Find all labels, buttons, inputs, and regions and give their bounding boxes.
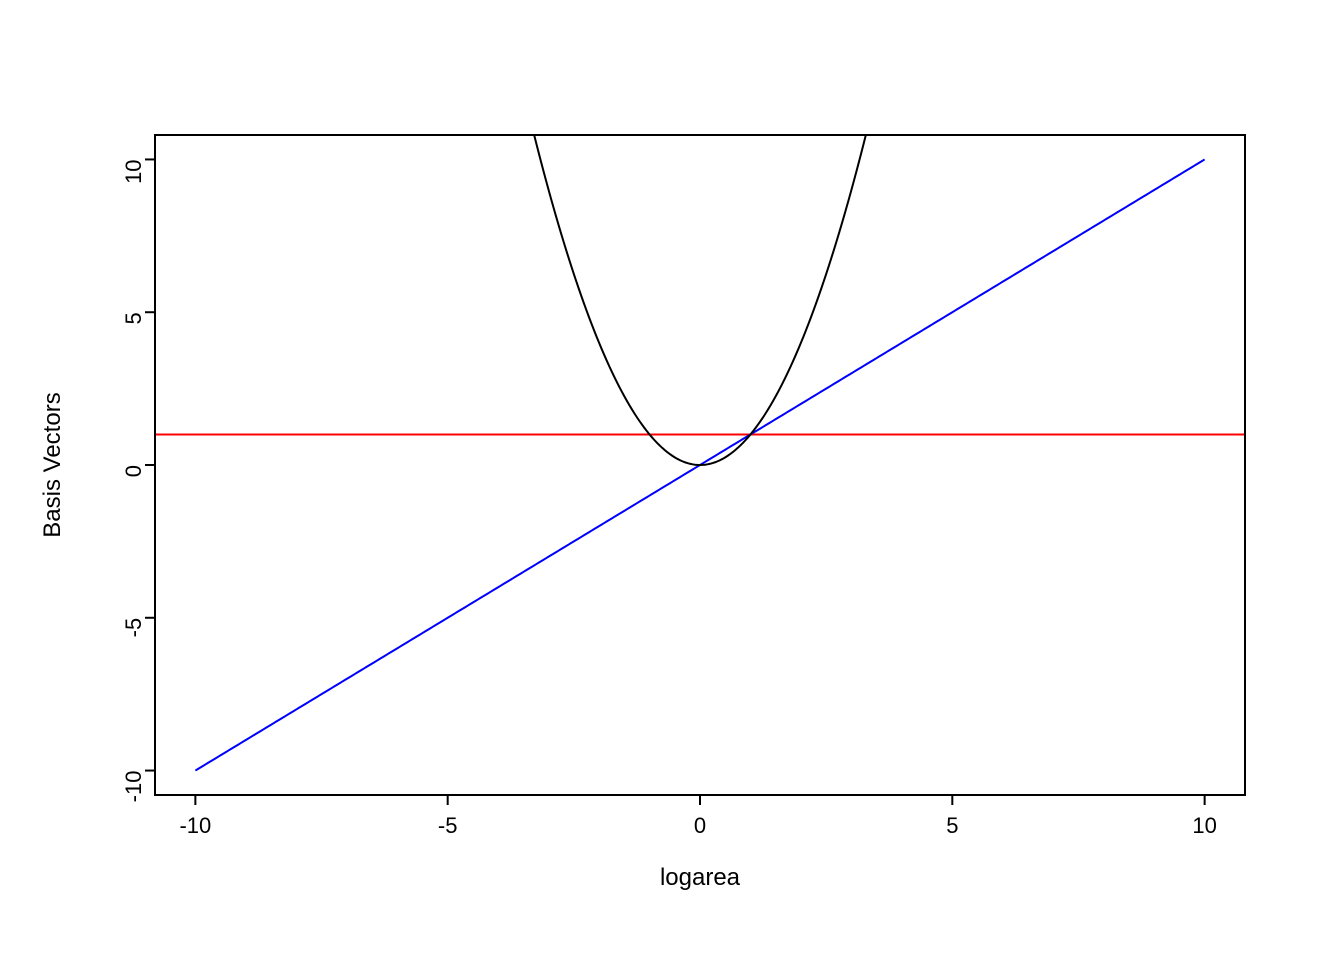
x-tick-label: -5: [438, 813, 458, 838]
y-tick-label: -5: [121, 618, 146, 638]
y-tick-label: 5: [121, 312, 146, 324]
x-tick-label: 10: [1192, 813, 1216, 838]
chart-container: -10 -5 0 5 10 -10 -5 0 5 10 logarea Basis Vectors: [0, 0, 1344, 960]
y-tick-label: -10: [121, 771, 146, 803]
basis-vectors-chart: -10 -5 0 5 10 -10 -5 0 5 10 logarea Basis Vectors: [0, 0, 1344, 960]
x-tick-label: 5: [946, 813, 958, 838]
y-tick-label: 10: [121, 159, 146, 183]
x-axis-label: logarea: [660, 864, 741, 891]
y-tick-label: 0: [121, 465, 146, 477]
x-tick-label: 0: [694, 813, 706, 838]
y-axis-label: Basis Vectors: [39, 392, 66, 537]
x-tick-label: -10: [179, 813, 211, 838]
